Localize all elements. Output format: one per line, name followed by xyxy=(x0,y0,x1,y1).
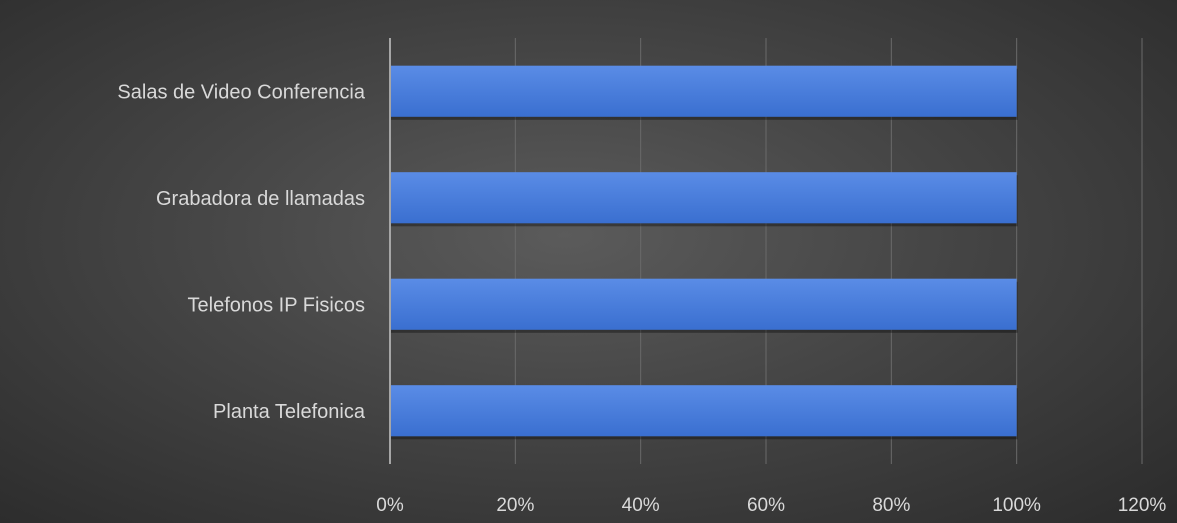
bar xyxy=(390,278,1017,330)
labels: 0% 20% 40% 60% 80% 100% 120% Salas de Video Con… xyxy=(117,81,1166,516)
category-label: Planta Telefonica xyxy=(213,401,366,423)
x-tick-label: 60% xyxy=(747,495,785,516)
category-label: Grabadora de llamadas xyxy=(156,188,365,210)
bar xyxy=(390,385,1017,437)
category-label: Salas de Video Conferencia xyxy=(117,81,365,103)
category-label: Telefonos IP Fisicos xyxy=(188,294,366,316)
x-tick-label: 80% xyxy=(872,495,910,516)
x-tick-label: 0% xyxy=(376,495,404,516)
bar xyxy=(390,172,1017,224)
x-tick-label: 100% xyxy=(992,495,1041,516)
bars xyxy=(390,65,1018,440)
bar xyxy=(390,65,1017,117)
x-tick-label: 120% xyxy=(1118,495,1167,516)
x-tick-label: 20% xyxy=(496,495,534,516)
x-tick-label: 40% xyxy=(622,495,660,516)
